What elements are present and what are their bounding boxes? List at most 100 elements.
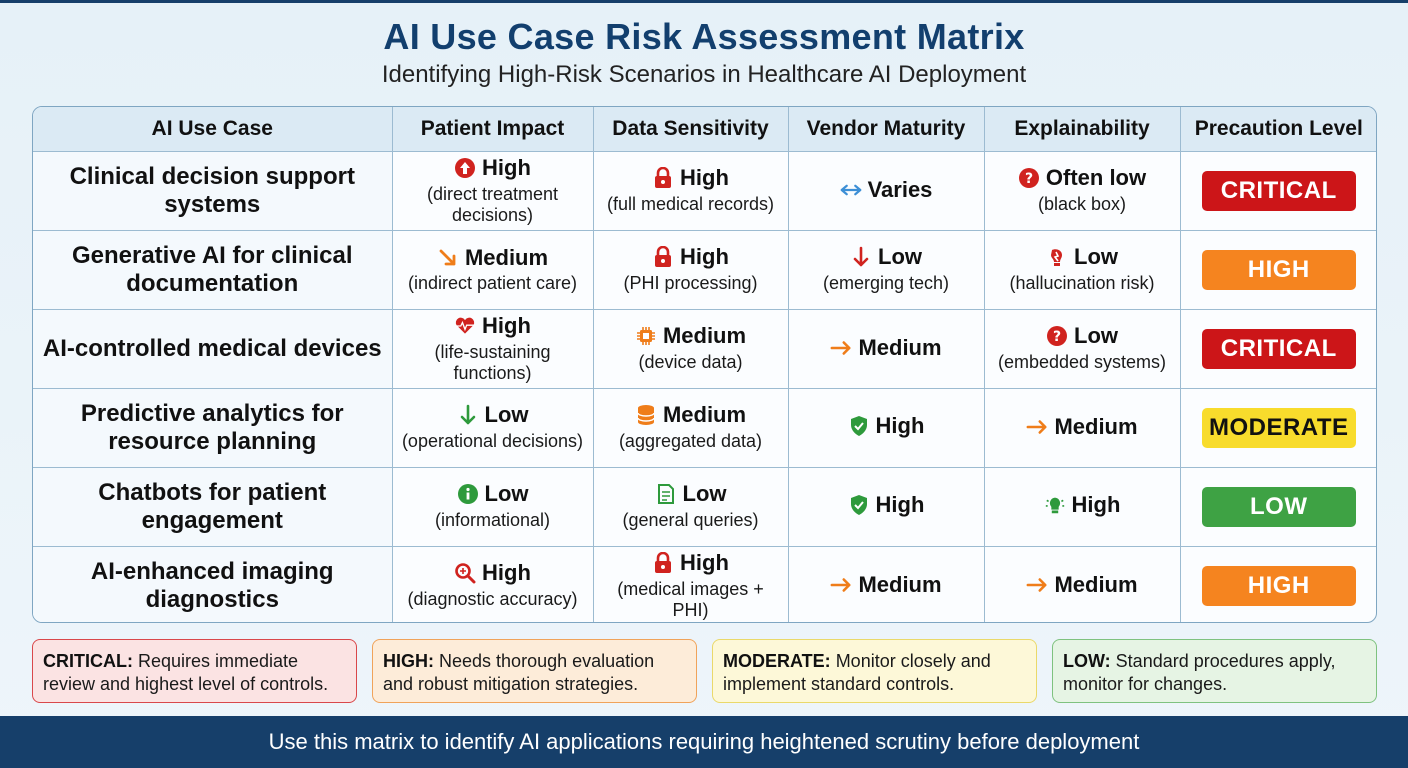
page-subtitle: Identifying High-Risk Scenarios in Healt… (381, 61, 1027, 88)
hallucination-icon (1046, 246, 1068, 268)
rating-value: High (1044, 492, 1120, 517)
arrow-right-icon (1026, 416, 1048, 438)
vendor-maturity-cell: High (788, 467, 985, 547)
risk-table: AI Use Case Patient Impact Data Sensitiv… (33, 107, 1376, 622)
rating-value: Low (1046, 245, 1118, 269)
rating-note: (diagnostic accuracy) (407, 589, 578, 610)
rating-label: Low (484, 481, 529, 506)
arrow-down-icon (850, 246, 872, 268)
shield-check-icon (848, 415, 870, 437)
footer-text: Use this matrix to identify AI applicati… (268, 729, 1140, 754)
arrow-up-circle-icon (454, 157, 476, 179)
rating-value: Low (655, 482, 727, 506)
rating-value: Varies (840, 177, 933, 202)
lightbulb-icon (1044, 494, 1066, 516)
rating-value: High (454, 312, 531, 338)
rating-label: Varies (867, 177, 933, 202)
explainability-cell: Low (hallucination risk) (984, 230, 1181, 310)
legend-key: LOW: (1063, 651, 1111, 671)
rating-value: Medium (437, 244, 549, 270)
explainability-cell: ? Often low (black box) (984, 151, 1181, 231)
use-case-cell: AI-controlled medical devices (33, 309, 393, 389)
info-circle-icon (457, 483, 479, 505)
data-sensitivity-cell: Medium (aggregated data) (593, 388, 789, 468)
rating-label: Medium (858, 335, 942, 360)
question-circle-icon: ? (1046, 325, 1068, 347)
top-rule (0, 0, 1408, 3)
table-row: AI-enhanced imaging diagnostics High (diag… (33, 546, 1376, 622)
rating-label: Low (1074, 244, 1118, 269)
rating-label: Often low (1045, 165, 1147, 190)
svg-text:?: ? (1025, 171, 1033, 187)
legend-key: CRITICAL: (43, 651, 133, 671)
patient-impact-cell: Low (informational) (392, 467, 594, 547)
precaution-cell: HIGH (1180, 230, 1376, 310)
legend-critical: CRITICAL: Requires immediate review and … (32, 639, 357, 703)
use-case-cell: Generative AI for clinical documentation (33, 230, 393, 310)
arrow-right-icon (1026, 574, 1048, 596)
precaution-badge: CRITICAL (1201, 328, 1356, 369)
rating-label: Medium (662, 323, 747, 348)
rating-value: Medium (1026, 415, 1138, 439)
rating-label: High (482, 312, 531, 338)
rating-value: Medium (635, 324, 746, 348)
page-title: AI Use Case Risk Assessment Matrix (383, 16, 1025, 57)
rating-value: Low (850, 245, 922, 269)
legend-text: Monitor closely and implement standard c… (723, 651, 991, 694)
rating-value: Medium (830, 335, 942, 360)
column-header: Patient Impact (392, 107, 594, 152)
rating-label: High (680, 549, 729, 575)
shield-check-icon (848, 494, 870, 516)
legend-text: Requires immediate review and highest le… (43, 651, 329, 694)
rating-note: (full medical records) (606, 194, 775, 214)
lock-icon (652, 551, 674, 574)
rating-label: High (482, 154, 531, 180)
use-case-cell: Chatbots for patient engagement (33, 467, 393, 547)
table-row: Predictive analytics for resource planni… (33, 388, 1376, 468)
rating-note: (PHI processing) (623, 273, 758, 293)
patient-impact-cell: High (life-sustaining functions) (392, 309, 594, 389)
database-icon (635, 404, 657, 426)
rating-value: High (652, 549, 729, 575)
rating-label: Low (878, 244, 922, 269)
legend-text: Standard procedures apply, monitor for c… (1063, 651, 1336, 694)
rating-value: Low (457, 403, 529, 427)
arrow-right-icon (830, 574, 852, 596)
precaution-badge: HIGH (1201, 565, 1356, 606)
column-header: Vendor Maturity (788, 107, 985, 152)
use-case-cell: AI-enhanced imaging diagnostics (33, 546, 393, 622)
legend-key: HIGH: (383, 651, 434, 671)
table-row: Generative AI for clinical documentation… (33, 230, 1376, 310)
column-header: AI Use Case (33, 107, 393, 152)
rating-label: High (482, 560, 531, 586)
vendor-maturity-cell: Medium (788, 309, 985, 389)
rating-value: Low (457, 482, 529, 506)
rating-note: (hallucination risk) (1009, 273, 1155, 293)
patient-impact-cell: Medium (indirect patient care) (392, 230, 594, 310)
heartbeat-icon (454, 315, 476, 337)
rating-label: Medium (662, 402, 747, 427)
explainability-cell: High (984, 467, 1181, 547)
data-sensitivity-cell: High (medical images + PHI) (593, 546, 789, 622)
data-sensitivity-cell: High (full medical records) (593, 151, 789, 231)
precaution-badge: LOW (1201, 486, 1356, 527)
rating-value: ? Low (1046, 324, 1118, 348)
rating-value: Medium (635, 403, 746, 427)
rating-label: High (875, 491, 925, 517)
precaution-badge: HIGH (1201, 249, 1356, 290)
arrow-down-icon (457, 404, 479, 426)
question-circle-icon: ? (1018, 167, 1040, 189)
rating-label: Medium (464, 244, 549, 270)
footer-banner: Use this matrix to identify AI applicati… (0, 716, 1408, 768)
precaution-cell: MODERATE (1180, 388, 1376, 468)
vendor-maturity-cell: Low (emerging tech) (788, 230, 985, 310)
rating-value: High (652, 245, 729, 269)
rating-note: (operational decisions) (401, 431, 584, 451)
legend-moderate: MODERATE: Monitor closely and implement … (712, 639, 1037, 703)
column-header: Explainability (984, 107, 1181, 152)
precaution-cell: CRITICAL (1180, 151, 1376, 231)
lock-icon (652, 246, 674, 268)
rating-label: Medium (1054, 572, 1138, 598)
legend-text: Needs thorough evaluation and robust mit… (383, 651, 655, 694)
legend-low: LOW: Standard procedures apply, monitor … (1052, 639, 1377, 703)
